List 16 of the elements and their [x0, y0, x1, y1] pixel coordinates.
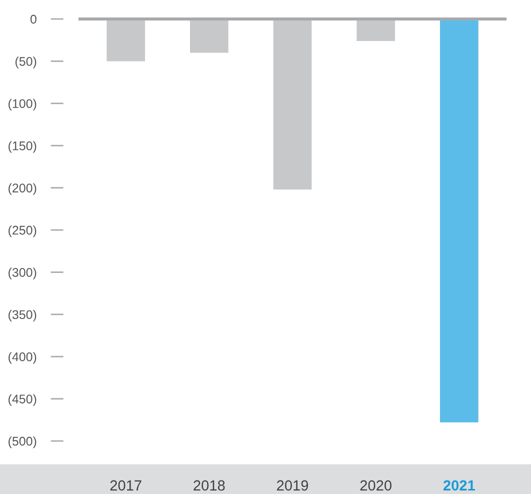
y-tick-label: (400): [8, 352, 36, 364]
x-tick-label: 2019: [277, 480, 308, 491]
y-tick-label: (350): [8, 310, 36, 322]
x-tick-label: 2018: [194, 480, 225, 491]
y-tick-label: (500): [8, 436, 36, 448]
y-tick-label: (450): [8, 394, 36, 406]
y-tick-label: (200): [8, 183, 36, 195]
y-tick-label: (50): [15, 56, 36, 68]
y-tick-label: (250): [8, 225, 36, 238]
y-tick-label: (300): [8, 268, 36, 280]
x-tick-label: 2017: [110, 480, 142, 491]
y-tick-label: (150): [8, 141, 36, 153]
x-tick-label: 2020: [360, 480, 392, 491]
y-tick-label: 0: [30, 14, 36, 24]
x-tick-label: 2021: [443, 480, 475, 491]
y-tick-label: (100): [8, 98, 36, 111]
